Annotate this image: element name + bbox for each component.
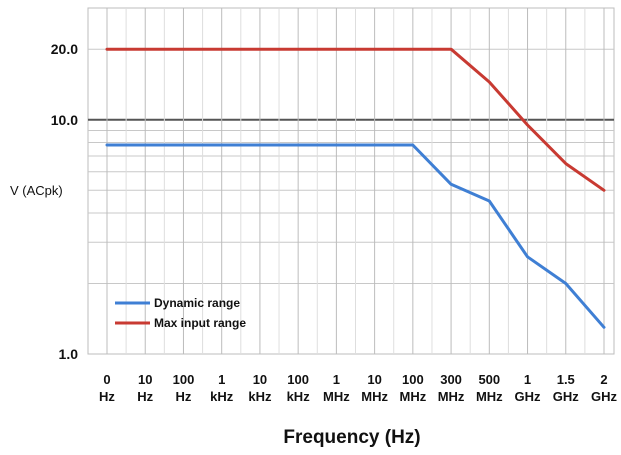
x-tick-label-unit: Hz: [99, 389, 115, 404]
y-tick-label: 10.0: [51, 112, 78, 128]
x-tick-label-unit: GHz: [591, 389, 618, 404]
x-tick-label-value: 10: [253, 372, 267, 387]
grid: [87, 7, 615, 355]
x-tick-label-value: 10: [138, 372, 152, 387]
x-tick-label-unit: MHz: [361, 389, 388, 404]
y-tick-label: 1.0: [59, 346, 79, 362]
legend-label-max-input-range: Max input range: [154, 316, 246, 330]
x-tick-label-unit: kHz: [287, 389, 311, 404]
x-tick-label-value: 1: [524, 372, 531, 387]
x-tick-label-unit: MHz: [476, 389, 503, 404]
y-tick-labels: 1.0 10.0 20.0: [51, 41, 78, 362]
x-tick-label-value: 100: [287, 372, 309, 387]
x-tick-label-unit: MHz: [399, 389, 426, 404]
series-line-0: [105, 143, 606, 329]
plot-frame: [87, 7, 615, 355]
x-tick-label-value: 1.5: [557, 372, 575, 387]
x-tick-label-unit: MHz: [438, 389, 465, 404]
x-tick-label-unit: MHz: [323, 389, 350, 404]
x-tick-label-unit: kHz: [248, 389, 272, 404]
x-tick-label-value: 300: [440, 372, 462, 387]
x-tick-label-value: 500: [478, 372, 500, 387]
y-axis-label: V (ACpk): [10, 183, 63, 198]
x-tick-label-value: 100: [402, 372, 424, 387]
x-tick-label-value: 100: [173, 372, 195, 387]
y-tick-label: 20.0: [51, 41, 78, 57]
series-line-1: [105, 47, 606, 192]
x-tick-label-value: 1: [218, 372, 225, 387]
x-tick-label-value: 2: [600, 372, 607, 387]
x-tick-label-unit: kHz: [210, 389, 234, 404]
x-tick-label-unit: Hz: [176, 389, 192, 404]
series-layer: [105, 47, 606, 329]
x-tick-label-value: 0: [103, 372, 110, 387]
x-tick-label-unit: Hz: [137, 389, 153, 404]
x-axis-label: Frequency (Hz): [283, 427, 420, 448]
x-tick-label-value: 10: [367, 372, 381, 387]
x-tick-label-unit: GHz: [515, 389, 542, 404]
x-tick-label-unit: GHz: [553, 389, 580, 404]
legend: Dynamic range Max input range: [115, 296, 246, 330]
x-tick-label-value: 1: [333, 372, 340, 387]
x-tick-labels: 0 Hz 10 Hz 100 Hz 1 kHz 10 kHz 100 kHz 1 MHz 10 MHz 100 M…: [99, 372, 617, 404]
legend-label-dynamic-range: Dynamic range: [154, 296, 240, 310]
